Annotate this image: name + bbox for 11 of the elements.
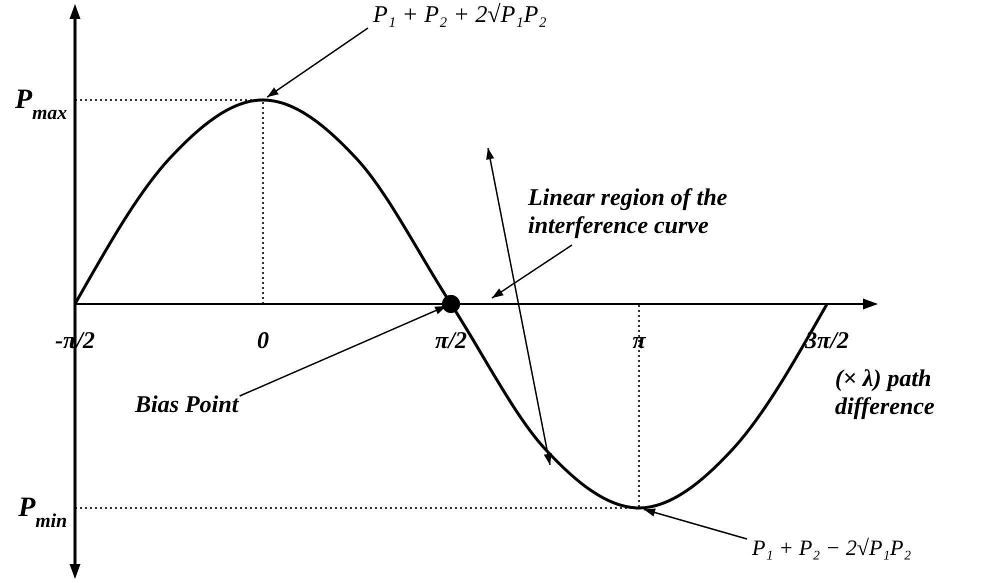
text: P$_{min}$ (17, 492, 67, 532)
annotation: P₁ + P₂ + 2√P₁P₂ (372, 2, 547, 28)
annotation: Linear region of the interference curve (527, 185, 728, 239)
x-axis-title: (× λ) path difference (835, 366, 935, 420)
x-tick-label: π/2 (435, 328, 467, 354)
annotation: Bias Point (134, 392, 240, 418)
annotation: P₁ + P₂ − 2√P₁P₂ (751, 535, 912, 560)
x-tick-label: π (632, 328, 646, 354)
x-tick-label: 3π/2 (804, 328, 849, 354)
x-tick-label: 0 (257, 328, 269, 354)
text: P$_{max}$ (14, 84, 68, 124)
